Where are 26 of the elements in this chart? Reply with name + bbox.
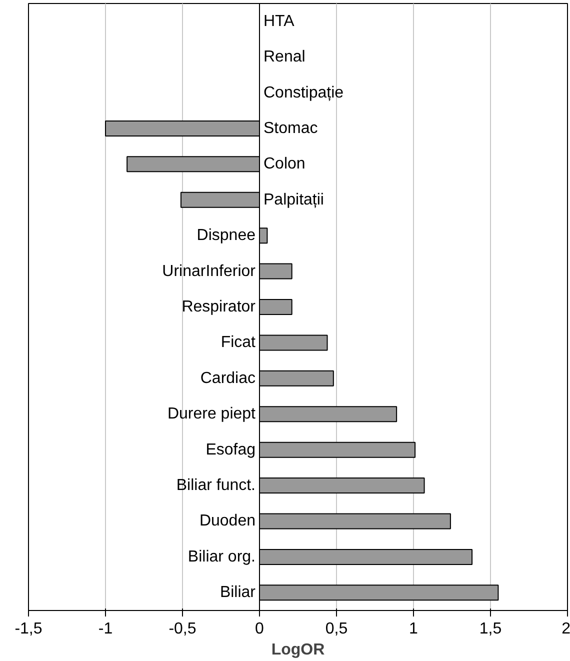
y-tick-label: Respirator <box>182 298 256 316</box>
y-tick-label: Ficat <box>220 334 256 352</box>
x-tick-label: 0 <box>255 620 264 638</box>
x-tick-label: 0,5 <box>325 620 348 638</box>
y-tick-label: Palpitații <box>264 191 324 208</box>
y-tick-label: Constipație <box>264 84 344 102</box>
y-tick-label: Biliar funct. <box>176 477 256 494</box>
x-tick-label: 1,5 <box>479 620 502 638</box>
y-tick-label: Renal <box>264 48 306 66</box>
x-axis-title: LogOR <box>271 642 326 658</box>
y-tick-label: UrinarInferior <box>162 262 256 280</box>
y-tick-label: Cardiac <box>200 370 256 387</box>
y-tick-label: Esofag <box>206 441 256 458</box>
y-tick-label: Colon <box>264 156 306 173</box>
x-tick-label: -0,5 <box>168 620 196 638</box>
y-tick-label: Durere piept <box>167 406 256 423</box>
y-tick-label: Stomac <box>264 120 318 137</box>
x-tick-label: -1 <box>98 620 113 638</box>
y-tick-label: Duoden <box>199 512 256 530</box>
y-tick-label: Biliar org. <box>188 548 256 566</box>
y-tick-label: HTA <box>264 12 295 30</box>
y-tick-label: Biliar <box>220 584 256 602</box>
x-tick-label: -1,5 <box>14 620 42 638</box>
x-tick-label: 1 <box>409 620 418 638</box>
y-tick-label: Dispnee <box>196 227 256 244</box>
x-tick-label: 2 <box>562 620 570 638</box>
